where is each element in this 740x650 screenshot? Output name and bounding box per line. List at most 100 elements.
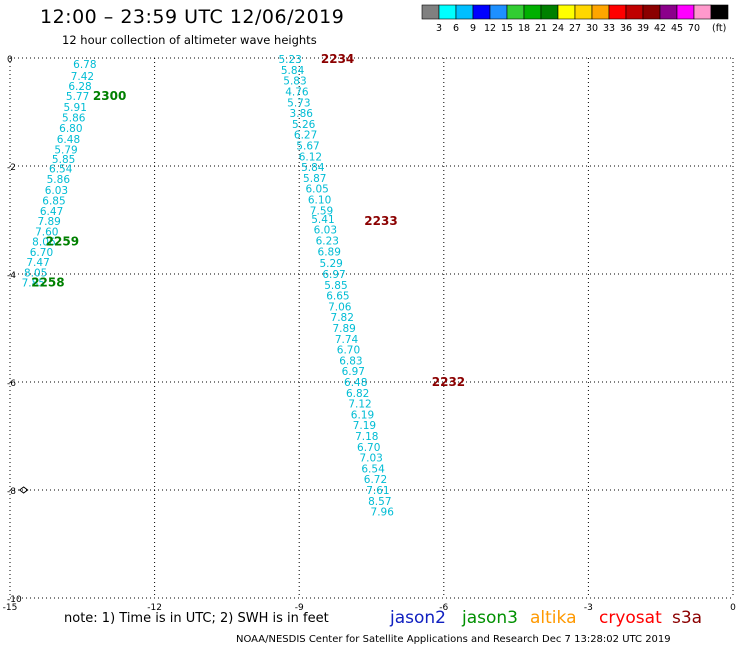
colorbar-swatch <box>540 4 559 20</box>
colorbar-label: 18 <box>518 23 530 34</box>
wave-height-point: 5.41 <box>311 214 334 226</box>
time-label: 2232 <box>432 375 465 389</box>
colorbar-swatch <box>642 4 661 20</box>
wave-height-point: 7.82 <box>331 312 354 324</box>
wave-height-point: 5.84 <box>301 162 325 174</box>
colorbar-swatch <box>472 4 491 20</box>
colorbar-swatch <box>506 4 525 20</box>
colorbar-swatch <box>421 4 440 20</box>
wave-height-point: 4.76 <box>285 86 309 98</box>
wave-height-point: 5.83 <box>283 76 306 88</box>
colorbar-swatch <box>438 4 457 20</box>
wave-height-point: 7.74 <box>335 334 359 346</box>
legend-jason3: jason3 <box>462 608 518 628</box>
wave-height-point: 6.82 <box>346 388 369 400</box>
wave-height-point: 7.61 <box>366 485 389 497</box>
x-tick-label: 0 <box>730 603 736 613</box>
legend-s3a: s3a <box>672 608 703 628</box>
y-tick-label: 0 <box>7 55 13 65</box>
time-label: 2259 <box>46 235 79 249</box>
wave-height-point: 6.70 <box>337 345 360 357</box>
wave-height-point: 6.05 <box>305 184 328 196</box>
wave-height-point: 6.97 <box>322 269 345 281</box>
wave-height-point: 6.10 <box>308 194 331 206</box>
wave-height-point: 7.60 <box>35 226 58 238</box>
colorbar-label: 3 <box>436 23 442 34</box>
wave-height-point: 6.23 <box>316 236 339 248</box>
wave-height-point: 6.80 <box>59 123 82 135</box>
wave-height-point: 5.87 <box>303 173 326 185</box>
legend-altika: altika <box>530 608 577 628</box>
y-tick-label: -4 <box>7 271 16 281</box>
wave-height-point: 6.85 <box>42 196 65 208</box>
wave-height-point: 6.48 <box>57 134 80 146</box>
colorbar-label: 15 <box>501 23 513 34</box>
y-tick-label: -2 <box>7 163 16 173</box>
chart-title: 12:00 – 23:59 UTC 12/06/2019 <box>40 6 345 28</box>
y-tick-label: -10 <box>7 595 22 605</box>
y-tick-label: -6 <box>7 379 16 389</box>
colorbar-swatch <box>693 4 712 20</box>
wave-height-point: 5.29 <box>319 258 342 270</box>
wave-height-point: 5.67 <box>296 140 319 152</box>
wave-height-point: 7.42 <box>71 71 94 83</box>
wave-height-point: 6.70 <box>357 442 380 454</box>
wave-height-point: 7.89 <box>332 323 355 335</box>
y-tick-label: -8 <box>7 487 16 497</box>
wave-height-point: 5.23 <box>278 54 301 66</box>
colorbar-label: 21 <box>535 23 547 34</box>
wave-height-point: 6.28 <box>68 81 91 93</box>
wave-height-point: 7.18 <box>355 431 378 443</box>
colorbar-label: 27 <box>569 23 581 34</box>
wave-height-point: 6.54 <box>361 463 385 475</box>
x-tick-label: -12 <box>147 603 162 613</box>
wave-height-point: 5.77 <box>66 91 89 103</box>
wave-height-point: 6.27 <box>294 130 317 142</box>
wave-height-point: 6.83 <box>339 355 362 367</box>
wave-height-point: 7.19 <box>353 420 376 432</box>
time-label: 2234 <box>321 52 354 66</box>
colorbar-swatch <box>676 4 695 20</box>
wave-height-point: 6.78 <box>73 59 96 71</box>
wave-height-point: 7.96 <box>371 507 395 519</box>
colorbar-swatch <box>625 4 644 20</box>
wave-height-point: 8.05 <box>24 267 47 279</box>
colorbar-swatch <box>591 4 610 20</box>
colorbar-swatch <box>455 4 474 20</box>
wave-height-point: 8.57 <box>368 496 391 508</box>
wave-height-point: 6.48 <box>344 377 367 389</box>
colorbar-label: 70 <box>688 23 700 34</box>
colorbar-swatch <box>489 4 508 20</box>
wave-height-point: 7.85 <box>22 278 45 290</box>
legend-cryosat: cryosat <box>599 608 662 628</box>
x-tick-label: -15 <box>3 603 18 613</box>
colorbar-label: 24 <box>552 23 564 34</box>
wave-height-point: 5.26 <box>292 119 316 131</box>
wave-height-point: 6.03 <box>314 225 337 237</box>
wave-height-point: 7.03 <box>359 453 382 465</box>
colorbar-label: 39 <box>637 23 649 34</box>
wave-height-point: 5.85 <box>324 280 347 292</box>
colorbar-swatch <box>574 4 593 20</box>
wave-height-point: 6.97 <box>342 366 365 378</box>
wave-height-point: 6.89 <box>318 246 341 258</box>
note-text: note: 1) Time is in UTC; 2) SWH is in fe… <box>64 611 329 626</box>
x-tick-label: -3 <box>584 603 593 613</box>
colorbar-swatch <box>523 4 542 20</box>
colorbar-label: 36 <box>620 23 632 34</box>
wave-height-point: 5.91 <box>64 102 87 114</box>
footer-credit: NOAA/NESDIS Center for Satellite Applica… <box>236 634 671 645</box>
wave-height-point: 5.73 <box>287 97 310 109</box>
wave-height-point: 5.79 <box>54 144 77 156</box>
colorbar-unit: (ft) <box>712 23 726 34</box>
time-label: 2300 <box>93 89 126 103</box>
wave-height-point: 6.70 <box>30 247 53 259</box>
wave-height-point: 7.06 <box>328 301 352 313</box>
colorbar-swatch <box>710 4 729 20</box>
time-label: 2258 <box>31 276 64 290</box>
wave-height-point: 3.86 <box>290 108 314 120</box>
colorbar-label: 9 <box>470 23 476 34</box>
x-tick-label: -9 <box>295 603 304 613</box>
wave-height-point: 8.06 <box>32 237 56 249</box>
